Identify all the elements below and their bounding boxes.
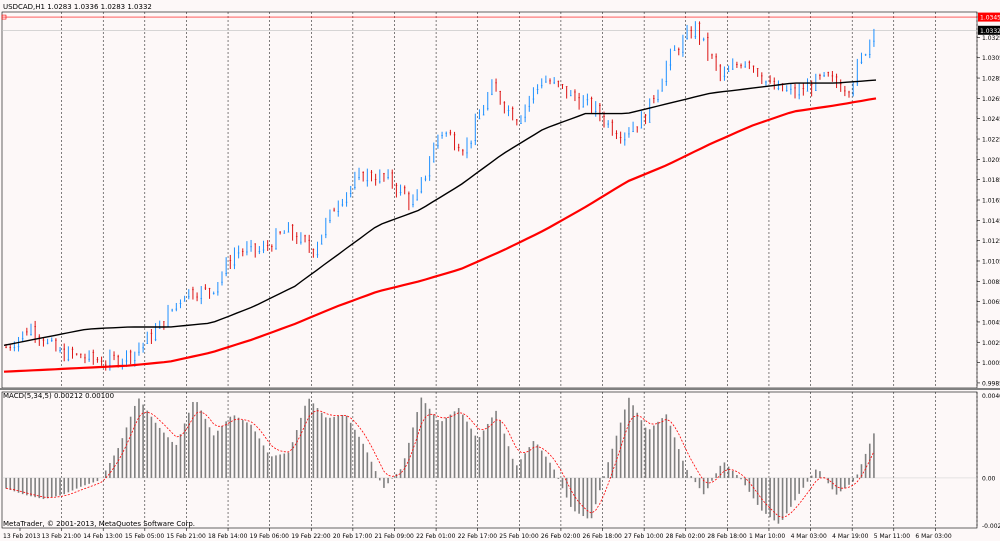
current-price-tag	[978, 25, 1000, 35]
macd-label: MACD(5,34,5)	[3, 392, 52, 400]
indicator-header: MACD(5,34,5) 0.00212 0.00100	[3, 392, 114, 400]
time-tick-label: 21 Feb 09:00	[374, 533, 414, 540]
level-handle	[1, 14, 7, 20]
time-tick-label: 22 Feb 01:00	[416, 533, 456, 540]
time-tick-label: 15 Feb 21:00	[166, 533, 206, 540]
current-price-label: 1.0332	[980, 28, 1000, 35]
time-tick-label: 27 Feb 10:00	[624, 533, 664, 540]
time-tick-label: 28 Feb 18:00	[707, 533, 747, 540]
price-tick-label: 1.0105	[982, 258, 1000, 265]
price-tick-label: 1.0225	[982, 137, 1000, 144]
macd-tick-label: 0.00405	[982, 393, 1000, 400]
time-tick-label: 26 Feb 02:00	[541, 533, 581, 540]
macd-values: 0.00212 0.00100	[53, 392, 115, 400]
macd-tick-label: -0.00236	[982, 523, 1000, 530]
price-tick-label: 1.0325	[982, 35, 1000, 42]
price-tick-label: 1.0165	[982, 198, 1000, 205]
price-tick-label: 1.0145	[982, 218, 1000, 225]
price-tick-label: 1.0125	[982, 238, 1000, 245]
price-tick-label: 1.0205	[982, 157, 1000, 164]
symbol-label: USDCAD,H1	[3, 3, 45, 11]
time-tick-label: 4 Mar 19:00	[832, 533, 868, 540]
time-tick-label: 18 Feb 14:00	[208, 533, 248, 540]
time-tick-label: 26 Feb 18:00	[583, 533, 623, 540]
time-tick-label: 13 Feb 2013	[3, 533, 41, 540]
ohlc-values: 1.0283 1.0336 1.0283 1.0332	[47, 3, 152, 11]
time-tick-label: 19 Feb 06:00	[250, 533, 290, 540]
time-tick-label: 1 Mar 10:00	[749, 533, 785, 540]
chart-header: USDCAD,H1 1.0283 1.0336 1.0283 1.0332	[3, 3, 152, 11]
price-tick-label: 1.0005	[982, 360, 1000, 367]
price-tick-label: 1.0045	[982, 319, 1000, 326]
time-tick-label: 22 Feb 17:00	[458, 533, 498, 540]
time-tick-label: 19 Feb 22:00	[291, 533, 331, 540]
time-tick-label: 14 Feb 13:00	[83, 533, 123, 540]
moving-average-line	[3, 79, 877, 346]
price-tick-label: 1.0065	[982, 299, 1000, 306]
level-price-tag	[978, 12, 1000, 22]
price-tick-label: 1.0245	[982, 116, 1000, 123]
time-tick-label: 13 Feb 21:00	[42, 533, 82, 540]
price-tick-label: 1.0085	[982, 279, 1000, 286]
price-tick-label: 1.0305	[982, 55, 1000, 62]
time-tick-label: 28 Feb 02:00	[666, 533, 706, 540]
price-tick-label: 1.0285	[982, 76, 1000, 83]
time-tick-label: 20 Feb 17:00	[333, 533, 373, 540]
macd-tick-label: 0.00	[982, 475, 996, 482]
time-tick-label: 4 Mar 03:00	[791, 533, 827, 540]
macd-signal-line	[6, 410, 875, 518]
time-tick-label: 15 Feb 05:00	[125, 533, 165, 540]
time-tick-label: 25 Feb 10:00	[499, 533, 539, 540]
time-tick-label: 5 Mar 11:00	[874, 533, 910, 540]
level-price-label: 1.0345	[980, 15, 1000, 22]
copyright-text: MetaTrader, © 2001-2013, MetaQuotes Soft…	[3, 520, 196, 528]
price-tick-label: 0.9985	[982, 380, 1000, 387]
price-tick-label: 1.0185	[982, 177, 1000, 184]
time-tick-label: 6 Mar 03:00	[915, 533, 951, 540]
price-tick-label: 1.0265	[982, 96, 1000, 103]
moving-average-line	[3, 97, 877, 373]
